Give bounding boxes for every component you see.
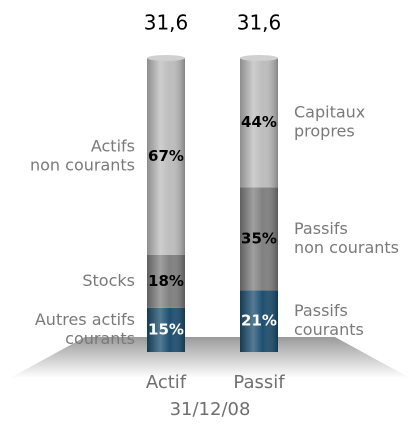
segment-name: Capitaux bbox=[294, 103, 365, 122]
data-label: 21% bbox=[241, 312, 277, 330]
bar-shade bbox=[240, 290, 278, 352]
bar-top bbox=[240, 55, 278, 61]
segment-name: non courants bbox=[30, 155, 135, 174]
bar-shade bbox=[240, 58, 278, 188]
total-label: 31,6 bbox=[237, 11, 282, 35]
total-label: 31,6 bbox=[144, 11, 189, 35]
data-label: 35% bbox=[241, 229, 277, 247]
floor bbox=[10, 337, 410, 378]
segment-name: courants bbox=[294, 320, 364, 339]
data-label: 15% bbox=[148, 320, 184, 338]
x-axis-label: 31/12/08 bbox=[170, 399, 251, 420]
bar-shade bbox=[147, 58, 185, 255]
segment-name: Passifs bbox=[294, 301, 348, 320]
bar-shade bbox=[147, 254, 185, 308]
segment-name: Stocks bbox=[82, 271, 135, 290]
segment-name: courants bbox=[65, 329, 135, 348]
x-tick-label: Passif bbox=[233, 372, 285, 393]
bar-shade bbox=[147, 307, 185, 352]
data-label: 67% bbox=[148, 147, 184, 165]
bar-top bbox=[147, 55, 185, 61]
segment-name: Autres actifs bbox=[35, 310, 135, 329]
segment-name: non courants bbox=[294, 238, 399, 257]
segment-name: Actifs bbox=[91, 136, 135, 155]
data-label: 44% bbox=[241, 113, 277, 131]
segment-name: propres bbox=[294, 122, 355, 141]
data-label: 18% bbox=[148, 272, 184, 290]
bar-shade bbox=[240, 187, 278, 291]
x-tick-label: Actif bbox=[146, 372, 187, 393]
segment-name: Passifs bbox=[294, 219, 348, 238]
